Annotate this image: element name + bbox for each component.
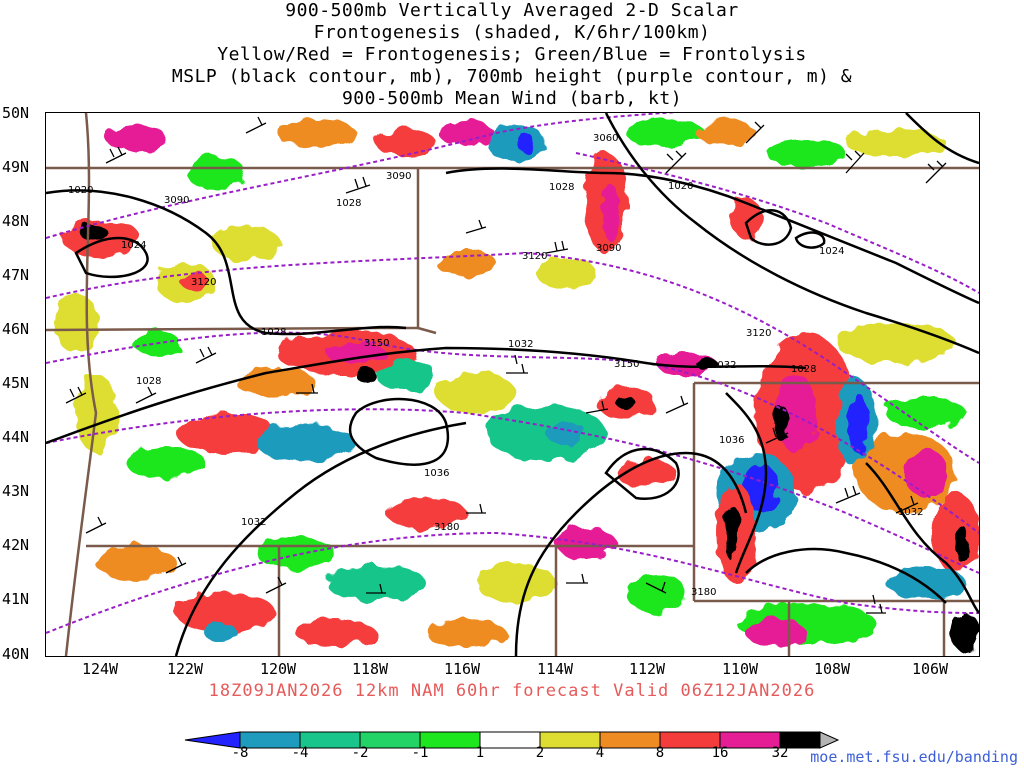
- mslp-label: 1020: [68, 185, 93, 196]
- lon-label-110w: 110W: [721, 660, 759, 678]
- title-line-3: Yellow/Red = Frontogenesis; Green/Blue =…: [217, 44, 807, 65]
- colorbar-label: 4: [595, 745, 605, 761]
- frontogenesis-shading: [54, 119, 979, 653]
- height-label: 3060: [593, 133, 618, 144]
- lat-label-43n: 43N: [2, 482, 30, 500]
- colorbar-label: -8: [231, 745, 249, 761]
- map-svg: 1020 1024 1028 1028 1028 1032 1036 1032 …: [46, 113, 979, 656]
- lat-label-41n: 41N: [2, 590, 30, 608]
- map-panel: 1020 1024 1028 1028 1028 1032 1036 1032 …: [45, 112, 980, 657]
- height-label: 3090: [386, 171, 411, 182]
- lat-label-47n: 47N: [2, 266, 30, 284]
- mslp-label: 1020: [668, 181, 693, 192]
- lon-label-124w: 124W: [81, 660, 119, 678]
- height-label: 3120: [522, 251, 547, 262]
- mslp-label: 1032: [508, 339, 533, 350]
- mslp-label: 1028: [261, 327, 286, 338]
- height-label: 3150: [614, 359, 639, 370]
- lon-label-114w: 114W: [536, 660, 574, 678]
- mslp-label: 1024: [819, 246, 844, 257]
- lat-label-50n: 50N: [2, 104, 30, 122]
- colorbar-label: 8: [655, 745, 665, 761]
- lat-label-42n: 42N: [2, 536, 30, 554]
- title-line-5: 900-500mb Mean Wind (barb, kt): [341, 88, 683, 109]
- height-label: 3150: [364, 338, 389, 349]
- lat-label-46n: 46N: [2, 320, 30, 338]
- contour-labels: 1020 1024 1028 1028 1028 1032 1036 1032 …: [68, 133, 923, 598]
- colorbar-label: 2: [535, 745, 545, 761]
- lat-label-48n: 48N: [2, 212, 30, 230]
- height-label: 3180: [691, 587, 716, 598]
- lat-label-40n: 40N: [2, 645, 30, 663]
- lon-label-116w: 116W: [443, 660, 481, 678]
- colorbar: [184, 731, 840, 749]
- lon-label-120w: 120W: [259, 660, 297, 678]
- height-label: 3090: [164, 195, 189, 206]
- height-label: 3120: [191, 277, 216, 288]
- lon-label-122w: 122W: [166, 660, 204, 678]
- lat-label-44n: 44N: [2, 428, 30, 446]
- colorbar-label: -1: [411, 745, 429, 761]
- lat-label-45n: 45N: [2, 374, 30, 392]
- mslp-label: 1032: [241, 517, 266, 528]
- lon-label-106w: 106W: [911, 660, 949, 678]
- lon-label-112w: 112W: [628, 660, 666, 678]
- source-credit: moe.met.fsu.edu/banding: [810, 748, 1018, 766]
- title-line-1: 900-500mb Vertically Averaged 2-D Scalar: [285, 0, 739, 21]
- colorbar-label: -4: [291, 745, 309, 761]
- wind-barbs: [65, 116, 947, 614]
- mslp-label: 1024: [121, 240, 146, 251]
- height-label: 3120: [746, 328, 771, 339]
- colorbar-label: 1: [475, 745, 485, 761]
- lat-label-49n: 49N: [2, 158, 30, 176]
- mslp-label: 1036: [424, 468, 449, 479]
- mslp-contours: [46, 113, 979, 656]
- mslp-label: 1036: [719, 435, 744, 446]
- title-line-4: MSLP (black contour, mb), 700mb height (…: [171, 66, 853, 87]
- colorbar-label: -2: [351, 745, 369, 761]
- mslp-label: 1028: [549, 182, 574, 193]
- lon-label-108w: 108W: [813, 660, 851, 678]
- mslp-label: 1032: [898, 507, 923, 518]
- mslp-label: 1028: [136, 376, 161, 387]
- title-line-2: Frontogenesis (shaded, K/6hr/100km): [313, 22, 711, 43]
- mslp-label: 1032: [711, 360, 736, 371]
- mslp-label: 1028: [791, 364, 816, 375]
- height-label: 3090: [596, 243, 621, 254]
- mslp-label: 1028: [336, 198, 361, 209]
- lon-label-118w: 118W: [351, 660, 389, 678]
- height-label: 3180: [434, 522, 459, 533]
- forecast-caption: 18Z09JAN2026 12km NAM 60hr forecast Vali…: [208, 681, 816, 701]
- colorbar-label: 16: [711, 745, 729, 761]
- colorbar-label: 32: [771, 745, 789, 761]
